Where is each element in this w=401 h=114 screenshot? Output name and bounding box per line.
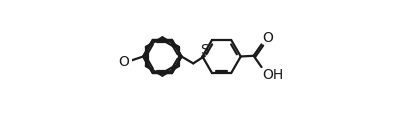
Text: OH: OH	[262, 68, 283, 82]
Text: O: O	[119, 54, 130, 68]
Text: S: S	[200, 42, 209, 56]
Text: O: O	[262, 31, 273, 45]
